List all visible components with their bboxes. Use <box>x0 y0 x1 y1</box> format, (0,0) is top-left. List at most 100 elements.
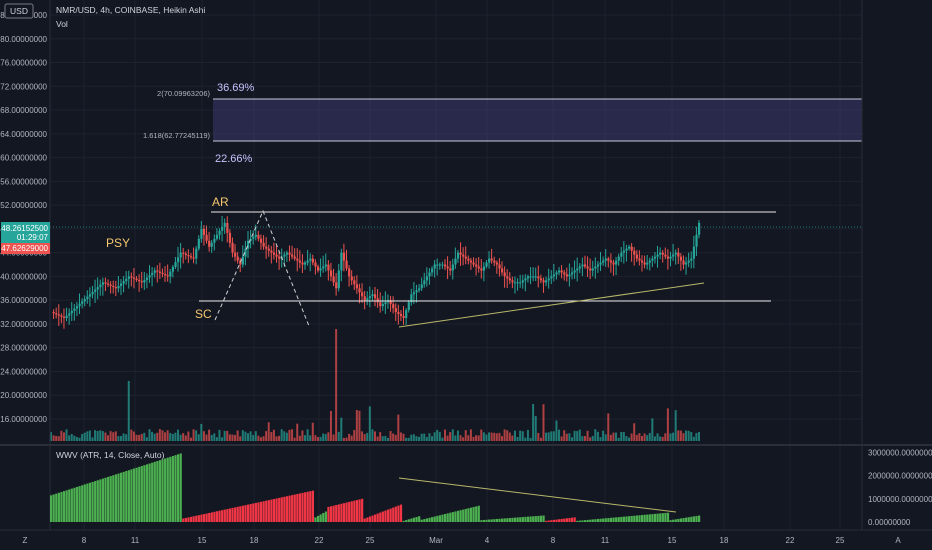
time-tick: 11 <box>601 536 610 545</box>
candle-body <box>490 258 493 261</box>
timezone-button[interactable]: Z <box>23 536 28 545</box>
volume-bar <box>563 430 566 441</box>
volume-bar <box>586 430 589 441</box>
volume-bar <box>151 431 154 441</box>
candle-body <box>521 280 524 283</box>
auto-scale-button[interactable]: A <box>895 536 901 545</box>
volume-bar <box>358 410 361 441</box>
candle-body <box>547 278 550 281</box>
wwv-bar <box>464 508 467 522</box>
candle-body <box>622 250 626 253</box>
volume-bar <box>83 432 86 441</box>
indicator-tick: 0.00000000 <box>868 518 911 527</box>
wwv-bar <box>285 496 289 522</box>
candle-body <box>495 262 499 265</box>
volume-bar <box>202 431 205 441</box>
volume-bar <box>436 429 439 441</box>
volume-bar <box>392 433 395 441</box>
price-tick: 36.00000000 <box>0 296 47 305</box>
candle-body <box>412 292 416 295</box>
wwv-bar <box>643 514 646 522</box>
candle-body <box>596 264 600 267</box>
candle-body <box>633 250 636 255</box>
volume-bar <box>666 408 669 441</box>
volume-bar <box>576 431 579 441</box>
volume-bar <box>259 437 262 441</box>
wwv-bar <box>493 519 496 522</box>
wwv-bar <box>428 517 431 522</box>
volume-bar <box>643 433 646 441</box>
volume-bar <box>187 431 190 441</box>
wwv-bar <box>441 514 444 522</box>
drawings[interactable]: PSY AR SC <box>50 195 862 328</box>
dashed-zigzag[interactable] <box>214 209 310 327</box>
time-axis[interactable]: 8 11 15 18 22 25 Mar 4 8 11 15 18 22 25 <box>0 529 932 545</box>
fib-extension-zone[interactable]: 2(70.09963206) 1.618(62.77245119) 36.69%… <box>143 82 862 165</box>
wwv-bar <box>534 516 537 522</box>
price-axis[interactable]: 84.0000000080.0000000076.0000000072.0000… <box>0 0 51 530</box>
wwv-bar <box>296 493 299 522</box>
volume-bar <box>371 429 374 441</box>
wwv-bar <box>340 503 343 522</box>
wwv-bar <box>506 518 509 522</box>
wwv-bar <box>104 477 107 522</box>
wwv-bar <box>446 513 449 522</box>
wwv-bar <box>695 515 698 522</box>
volume-bar <box>348 433 351 441</box>
volume-bar <box>547 432 550 441</box>
current-price-value: 48.26152500 <box>1 224 48 233</box>
wwv-bar <box>241 505 245 522</box>
candle-body <box>418 288 421 291</box>
volume-bar <box>94 430 97 441</box>
candle-body <box>259 238 263 243</box>
candle-body <box>552 274 556 277</box>
volume-bar <box>397 414 400 441</box>
wwv-bar <box>57 492 60 522</box>
candle-body <box>314 262 317 267</box>
volume-bar <box>226 430 229 441</box>
candle-body <box>591 268 594 271</box>
candle-body <box>278 256 281 259</box>
grid-lines <box>50 0 862 530</box>
volume-bar <box>285 432 288 441</box>
candle-body <box>267 248 270 251</box>
candle-body <box>122 281 125 284</box>
candle-body <box>296 258 299 261</box>
candle-body <box>433 264 436 269</box>
volume-bar <box>532 404 535 441</box>
wwv-bar <box>252 503 255 522</box>
volume-bar <box>513 430 516 441</box>
candle-body <box>449 268 452 271</box>
rising-trendline[interactable] <box>398 282 705 328</box>
candle-body <box>399 314 403 317</box>
wwv-bar <box>177 454 180 522</box>
wwv-bar <box>537 515 540 522</box>
volume-bar <box>552 431 555 441</box>
volume-bar <box>213 433 216 441</box>
volume-bar <box>104 432 107 441</box>
volume-bar <box>158 429 161 441</box>
candle-body <box>646 262 649 265</box>
wwv-bar <box>55 493 58 522</box>
wwv-bar <box>246 504 250 522</box>
candle-body <box>537 276 540 279</box>
volume-bar <box>145 437 148 441</box>
indicator-trendline[interactable] <box>398 477 677 513</box>
candle-body <box>638 258 641 261</box>
candle-body <box>698 222 701 235</box>
volume-bar <box>244 431 247 441</box>
candle-body <box>431 268 434 273</box>
currency-badge[interactable] <box>4 3 34 19</box>
time-tick: 18 <box>720 536 729 545</box>
volume-bar <box>96 430 99 441</box>
wwv-bar <box>143 465 146 522</box>
volume-bar <box>197 434 200 441</box>
candle-body <box>397 312 400 315</box>
wwv-bar <box>563 518 566 522</box>
volume-bar <box>306 429 309 441</box>
candle-body <box>503 272 506 277</box>
indicator-axis: 3000000.00000000 2000000.00000000 1000000.… <box>868 448 932 527</box>
candle-body <box>464 256 467 259</box>
wwv-bar <box>570 517 574 522</box>
